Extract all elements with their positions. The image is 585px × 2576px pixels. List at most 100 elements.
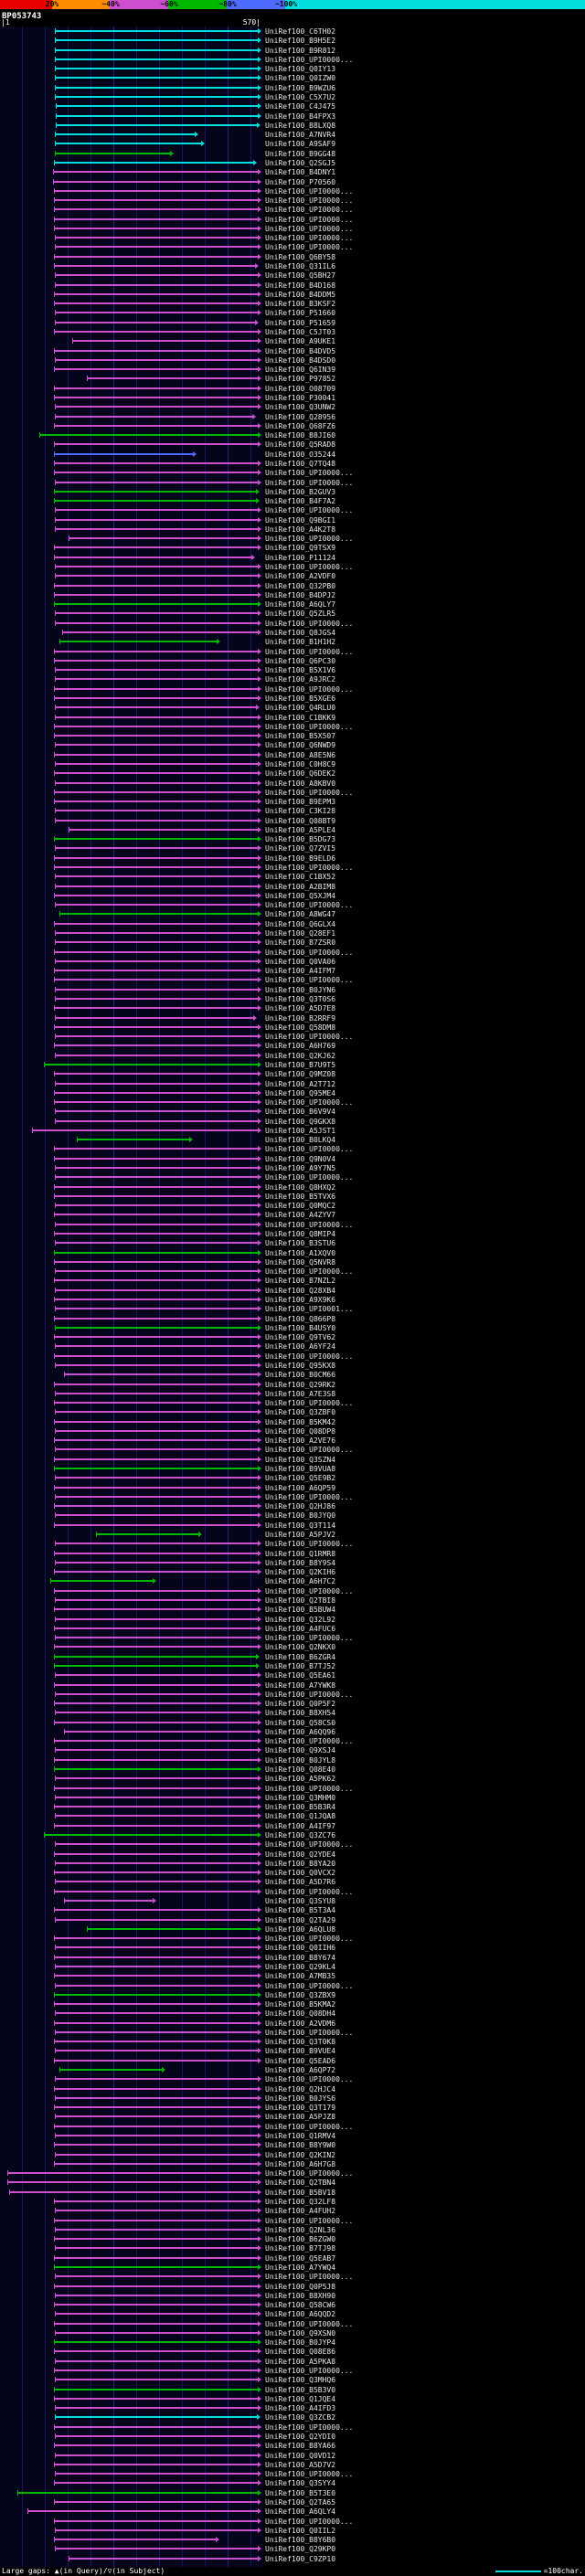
hit-label[interactable]: UniRef100_B4DPJ2 <box>265 590 336 599</box>
hit-label[interactable]: UniRef100_B8Y674 <box>265 1953 336 1962</box>
hit-label[interactable]: UniRef100_Q7TQ48 <box>265 459 336 468</box>
hit-label[interactable]: UniRef100_UPI0000... <box>265 976 354 985</box>
alignment-bar[interactable] <box>53 1155 261 1161</box>
alignment-bar[interactable] <box>53 2198 261 2204</box>
hit-label[interactable]: UniRef100_Q95KX8 <box>265 1361 336 1370</box>
hit-label[interactable]: UniRef100_UPI0000... <box>265 1220 354 1229</box>
hit-label[interactable]: UniRef100_UPI0000... <box>265 2273 354 2282</box>
alignment-bar[interactable] <box>53 1785 261 1791</box>
alignment-bar[interactable] <box>54 1963 261 1969</box>
alignment-bar[interactable] <box>61 630 261 635</box>
alignment-bar[interactable] <box>38 432 261 439</box>
hit-label[interactable]: UniRef100_Q5RAD8 <box>265 440 336 450</box>
alignment-bar[interactable] <box>54 1710 261 1716</box>
hit-label[interactable]: UniRef100_Q6IN39 <box>265 366 336 375</box>
hit-label[interactable]: UniRef100_A8E5N6 <box>265 750 336 759</box>
alignment-bar[interactable] <box>53 385 261 391</box>
hit-label[interactable]: UniRef100_UPI0001... <box>265 1305 354 1314</box>
hit-label[interactable]: UniRef100_UPI0000... <box>265 1634 354 1643</box>
alignment-bar[interactable] <box>53 2339 261 2346</box>
alignment-bar[interactable] <box>54 1390 261 1396</box>
hit-label[interactable]: UniRef100_A4ZYV7 <box>265 1211 336 1220</box>
alignment-bar[interactable] <box>54 779 261 786</box>
hit-label[interactable]: UniRef100_A5PJV2 <box>265 1531 336 1539</box>
alignment-bar[interactable] <box>53 1352 261 1359</box>
alignment-bar[interactable] <box>54 1362 261 1368</box>
alignment-bar[interactable] <box>54 93 261 100</box>
hit-label[interactable]: UniRef100_Q28XB4 <box>265 1286 336 1295</box>
hit-label[interactable]: UniRef100_Q3ZBX9 <box>265 1990 336 1999</box>
hit-label[interactable]: UniRef100_Q0P5F2 <box>265 1700 336 1709</box>
alignment-bar[interactable] <box>54 37 261 44</box>
alignment-bar[interactable] <box>53 2368 261 2374</box>
hit-label[interactable]: UniRef100_A8KBV0 <box>265 779 336 788</box>
hit-label[interactable]: UniRef100_A2VDM6 <box>265 2019 336 2028</box>
alignment-bar[interactable] <box>53 460 261 466</box>
alignment-bar[interactable] <box>53 207 261 213</box>
alignment-bar[interactable] <box>8 2189 261 2195</box>
hit-label[interactable]: UniRef100_Q2TBI8 <box>265 1595 336 1605</box>
hit-label[interactable]: UniRef100_B5T3E0 <box>265 2488 336 2497</box>
alignment-bar[interactable] <box>53 2443 261 2449</box>
alignment-bar[interactable] <box>53 1089 261 1096</box>
alignment-bar[interactable] <box>53 1701 261 1707</box>
hit-label[interactable]: UniRef100_Q08E86 <box>265 2348 336 2357</box>
alignment-bar[interactable] <box>53 977 261 983</box>
hit-label[interactable]: UniRef100_Q5NVR8 <box>265 1257 336 1267</box>
hit-label[interactable]: UniRef100_B5B3V0 <box>265 2385 336 2394</box>
hit-label[interactable]: UniRef100_Q32L92 <box>265 1615 336 1624</box>
alignment-bar[interactable] <box>53 187 261 194</box>
alignment-bar[interactable] <box>53 253 261 260</box>
alignment-bar[interactable] <box>54 1860 261 1866</box>
alignment-bar[interactable] <box>53 770 261 777</box>
alignment-bar[interactable] <box>54 281 261 288</box>
alignment-bar[interactable] <box>53 1569 261 1575</box>
hit-label[interactable]: UniRef100_Q9TV62 <box>265 1333 336 1342</box>
hit-label[interactable]: UniRef100_B6V9V4 <box>265 1108 336 1117</box>
alignment-bar[interactable] <box>53 1484 261 1490</box>
hit-label[interactable]: UniRef100_B7TJ52 <box>265 1661 336 1670</box>
alignment-bar[interactable] <box>53 2537 219 2543</box>
alignment-bar[interactable] <box>54 676 261 683</box>
alignment-bar[interactable] <box>6 2179 261 2186</box>
hit-label[interactable]: UniRef100_Q0P5J8 <box>265 2282 336 2291</box>
alignment-bar[interactable] <box>54 47 261 53</box>
alignment-bar[interactable] <box>54 2292 261 2298</box>
alignment-bar[interactable] <box>53 2104 261 2111</box>
alignment-bar[interactable] <box>53 1231 261 1236</box>
alignment-bar[interactable] <box>54 1052 261 1058</box>
hit-label[interactable]: UniRef100_A2VE76 <box>265 1436 336 1446</box>
hit-label[interactable]: UniRef100_Q9XSJ4 <box>265 1746 336 1755</box>
alignment-bar[interactable] <box>53 1400 261 1406</box>
alignment-bar[interactable] <box>54 958 261 964</box>
alignment-bar[interactable] <box>52 178 261 185</box>
hit-label[interactable]: UniRef100_B4DVD5 <box>265 346 336 355</box>
alignment-bar[interactable] <box>95 1532 202 1537</box>
alignment-bar[interactable] <box>54 2208 261 2214</box>
hit-label[interactable]: UniRef100_Q6PC30 <box>265 656 336 665</box>
alignment-bar[interactable] <box>54 310 261 316</box>
alignment-bar[interactable] <box>55 103 261 110</box>
hit-label[interactable]: UniRef100_A6YF24 <box>265 1342 336 1352</box>
alignment-bar[interactable] <box>54 404 261 410</box>
alignment-bar[interactable] <box>53 451 197 457</box>
hit-label[interactable]: UniRef100_Q2HJC4 <box>265 2084 336 2094</box>
hit-label[interactable]: UniRef100_Q0VCX2 <box>265 1869 336 1878</box>
alignment-bar[interactable] <box>54 1343 261 1350</box>
alignment-bar[interactable] <box>54 883 261 889</box>
alignment-bar[interactable] <box>53 836 261 843</box>
alignment-bar[interactable] <box>71 338 261 345</box>
alignment-bar[interactable] <box>54 2433 261 2439</box>
alignment-bar[interactable] <box>53 1766 261 1773</box>
alignment-bar[interactable] <box>54 1447 261 1453</box>
alignment-bar[interactable] <box>54 1409 261 1415</box>
alignment-bar[interactable] <box>53 554 255 560</box>
hit-label[interactable]: UniRef100_Q7ZVI5 <box>265 844 336 853</box>
alignment-bar[interactable] <box>54 2226 261 2232</box>
hit-label[interactable]: UniRef100_A2BIM8 <box>265 882 336 891</box>
hit-label[interactable]: UniRef100_Q9TSX9 <box>265 544 336 553</box>
hit-label[interactable]: UniRef100_UPI0000... <box>265 506 354 515</box>
alignment-bar[interactable] <box>54 1174 261 1181</box>
alignment-bar[interactable] <box>53 2019 261 2026</box>
alignment-bar[interactable] <box>54 1306 261 1312</box>
